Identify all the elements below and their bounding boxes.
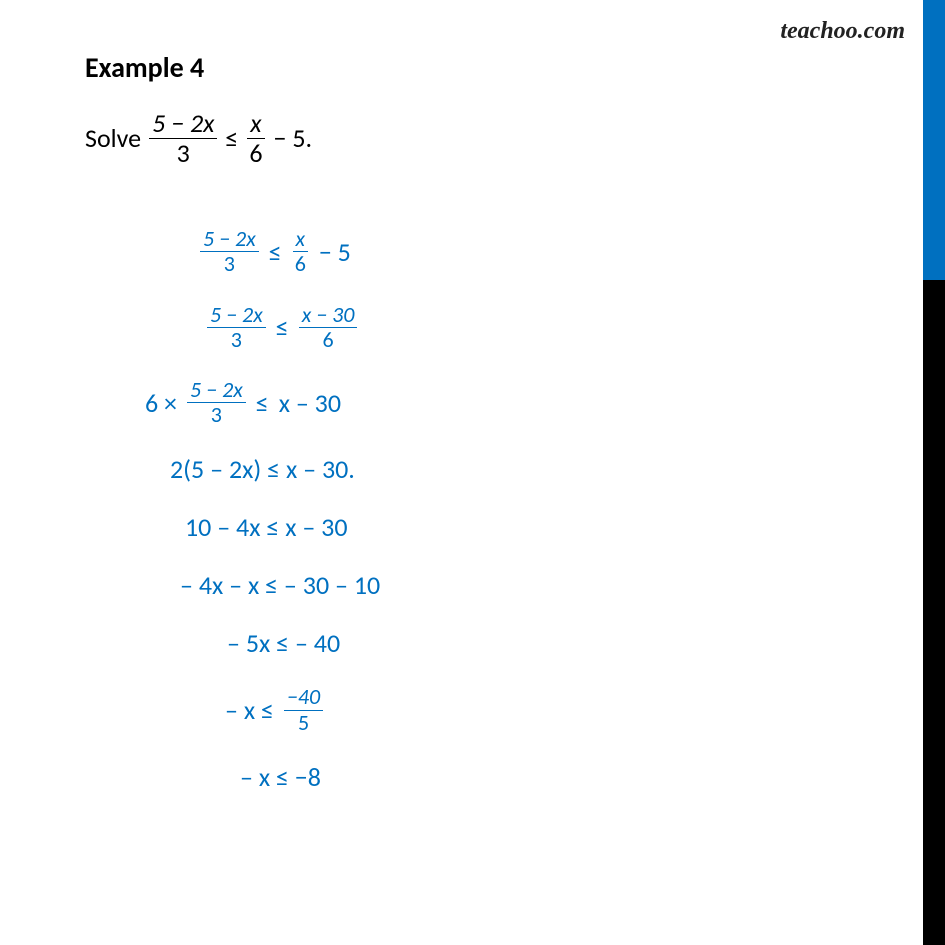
step-8: – x ≤ −405 (125, 685, 875, 734)
step-1: 5 − 2x3≤x6 − 5 (125, 227, 875, 276)
watermark: teachoo.com (780, 18, 905, 45)
content-area: Example 4 Solve 5 − 2x 3 ≤ x 6 − 5. 5 − … (0, 0, 945, 793)
example-title: Example 4 (85, 50, 875, 85)
sidebar-accent-bottom (923, 280, 945, 945)
problem-prefix: Solve (85, 122, 141, 154)
problem-frac-left: 5 − 2x 3 (149, 109, 217, 167)
problem-statement: Solve 5 − 2x 3 ≤ x 6 − 5. (85, 109, 875, 167)
problem-suffix: − 5. (274, 122, 313, 154)
step-4: 2(5 – 2x) ≤ x – 30. (125, 453, 875, 485)
step-6: – 4x – x ≤ – 30 – 10 (125, 569, 875, 601)
step-7: – 5x ≤ – 40 (125, 627, 875, 659)
problem-relation: ≤ (225, 122, 238, 154)
step-5: 10 – 4x ≤ x – 30 (125, 511, 875, 543)
step-3: 6 × 5 − 2x3 ≤ x – 30 (125, 378, 875, 427)
step-2: 5 − 2x3≤x − 306 (125, 303, 875, 352)
solution-steps: 5 − 2x3≤x6 − 5 5 − 2x3≤x − 306 6 × 5 − 2x3… (85, 227, 875, 793)
step-9: – x ≤ −8 (125, 761, 875, 793)
problem-frac-right: x 6 (246, 109, 265, 167)
sidebar-accent-top (923, 0, 945, 280)
